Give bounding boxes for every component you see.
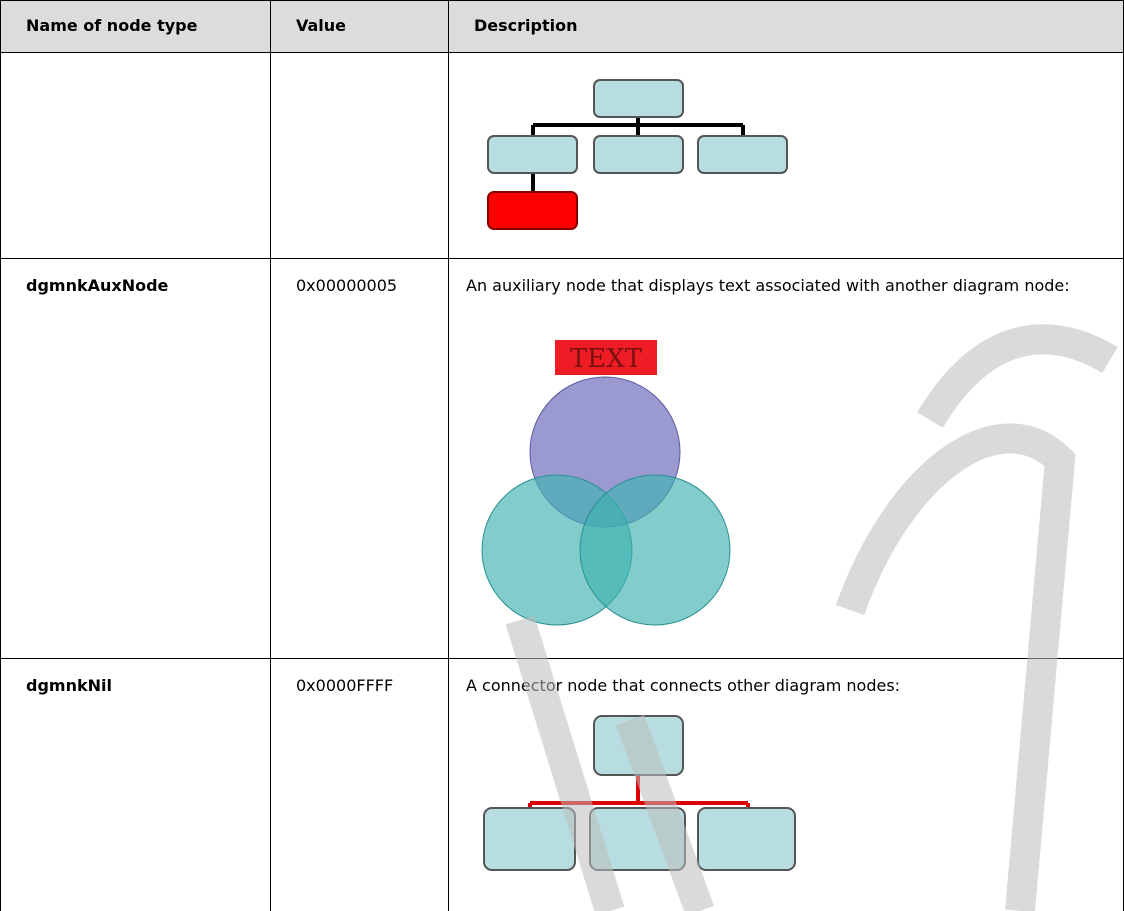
header-bg — [0, 0, 1124, 52]
node-box — [593, 79, 684, 118]
border — [0, 0, 1124, 1]
border — [0, 658, 1124, 659]
header-cell: Description — [474, 16, 578, 35]
node-box-highlight — [487, 191, 578, 230]
node-type-description: An auxiliary node that displays text ass… — [466, 276, 1070, 295]
watermark — [505, 324, 1118, 911]
aux-label-bg — [555, 340, 657, 375]
aux-diagram: TEXT — [481, 340, 731, 626]
border — [270, 0, 271, 911]
node-type-name: dgmnkAuxNode — [26, 276, 169, 295]
node-type-description: A connector node that connects other dia… — [466, 676, 901, 695]
node-type-name: dgmnkNil — [26, 676, 112, 695]
border — [0, 52, 1124, 53]
border — [448, 0, 449, 911]
watermark-stroke — [615, 714, 715, 911]
watermark-stroke — [835, 423, 1076, 911]
org-chart — [487, 79, 788, 230]
node-box — [483, 807, 576, 871]
border — [0, 0, 1, 911]
watermark-stroke — [917, 324, 1118, 428]
node-type-value: 0x0000FFFF — [296, 676, 394, 695]
watermark-stroke — [505, 615, 625, 911]
node-box — [697, 807, 796, 871]
node-box — [487, 135, 578, 174]
node-box — [697, 135, 788, 174]
node-box — [593, 135, 684, 174]
border — [0, 258, 1124, 259]
circle — [579, 474, 731, 626]
header-cell: Value — [296, 16, 347, 35]
node-type-value: 0x00000005 — [296, 276, 398, 295]
aux-label: TEXT — [570, 344, 643, 374]
header-cell: Name of node type — [26, 16, 198, 35]
